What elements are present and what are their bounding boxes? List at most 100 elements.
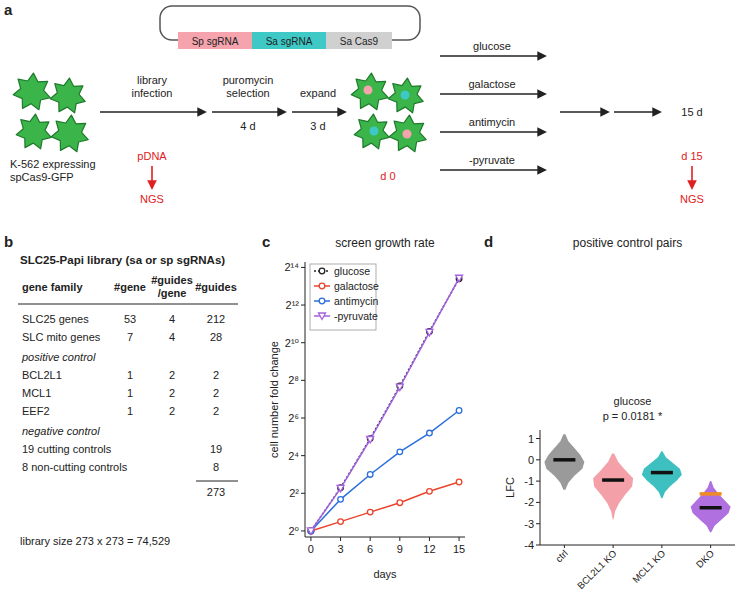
x-tick: [340, 537, 341, 541]
legend-label: antimycin: [334, 295, 379, 307]
arrow: [292, 111, 345, 113]
y-axis: [540, 430, 541, 545]
cell: [51, 115, 88, 152]
label: SLC25-Papi library (sa or sp sgRNAs): [20, 254, 225, 266]
label: 19 cutting controls: [22, 443, 112, 455]
tick-label: -1: [524, 475, 534, 487]
marker: [338, 497, 344, 503]
label: 15 d: [681, 106, 702, 118]
tick-label: -3: [524, 518, 534, 530]
label: NGS: [140, 193, 164, 205]
cell: [354, 114, 389, 149]
arrow: [614, 111, 660, 113]
marker: [337, 485, 344, 492]
tick-label: BCL2L1 KO: [575, 548, 619, 592]
label: infection: [132, 87, 173, 99]
label: 212: [207, 313, 225, 325]
tick-label: ctrl: [553, 548, 570, 565]
tick-label: 15: [453, 543, 465, 555]
label: #guides: [151, 274, 193, 286]
label: 53: [124, 313, 136, 325]
label: pDNA: [137, 150, 167, 162]
label: library size 273 x 273 = 74,529: [20, 535, 170, 547]
label: Sp sgRNA: [192, 36, 239, 47]
label: -pyruvate: [469, 154, 515, 166]
arrow: [440, 131, 545, 133]
cell: [13, 73, 50, 110]
label: galactose: [468, 78, 515, 90]
y-tick: [301, 342, 305, 343]
tick-label: 2¹²: [286, 299, 300, 311]
label: EEF2: [22, 405, 50, 417]
y-tick: [536, 481, 540, 482]
x-axis: [305, 537, 465, 538]
x-tick: [370, 537, 371, 541]
x-tick: [310, 537, 311, 541]
arrow: [440, 55, 545, 57]
marker: [308, 528, 314, 534]
legend-label: -pyruvate: [334, 310, 378, 322]
label: d 15: [681, 150, 702, 162]
violin: [593, 453, 633, 519]
arrow: [691, 166, 693, 188]
label: 19: [210, 443, 222, 455]
figure: abcdSp sgRNASa sgRNASa Cas9K-562 express…: [0, 0, 746, 596]
arrow: [151, 166, 153, 188]
cell: [16, 114, 51, 149]
panel-label: b: [4, 233, 13, 250]
label: 273: [207, 486, 225, 498]
label: 4: [169, 313, 175, 325]
marker: [427, 430, 433, 436]
tick-label: 2¹⁴: [284, 261, 299, 273]
label: #guides: [195, 281, 237, 293]
series-line: [311, 410, 459, 530]
tick-label: 2¹⁰: [285, 337, 300, 349]
label: 2: [169, 405, 175, 417]
y-axis: [305, 262, 306, 537]
arrow: [440, 169, 545, 171]
violin: [691, 481, 731, 532]
label: 8: [213, 461, 219, 473]
y-tick: [301, 455, 305, 456]
marker: [367, 436, 374, 443]
tick-label: -4: [524, 539, 534, 551]
label: antimycin: [469, 116, 515, 128]
marker: [426, 329, 433, 336]
y-tick: [536, 545, 540, 546]
tick-label: 12: [423, 543, 435, 555]
legend-label: galactose: [334, 280, 379, 292]
marker: [308, 528, 314, 534]
legend-marker: [319, 283, 325, 289]
tick-label: -2: [524, 496, 534, 508]
tick-label: 9: [397, 543, 403, 555]
label: 28: [210, 331, 222, 343]
y-tick: [536, 459, 540, 460]
label: SLC mito genes: [22, 331, 101, 343]
cell: [389, 115, 426, 152]
label: Sa Cas9: [340, 36, 379, 47]
x-tick: [564, 545, 565, 548]
tick-label: 0: [528, 454, 534, 466]
tick-label: 1: [528, 433, 534, 445]
label: K-562 expressing: [10, 158, 96, 170]
cell: [351, 73, 388, 110]
x-tick: [429, 537, 430, 541]
cell: [50, 78, 85, 113]
label: 2: [213, 369, 219, 381]
label: 8 non-cutting controls: [22, 461, 128, 473]
marker: [367, 472, 373, 478]
marker: [456, 275, 463, 282]
y-tick: [536, 438, 540, 439]
subtitle: glucose: [614, 395, 652, 407]
marker: [456, 479, 462, 485]
median-bar: [651, 471, 673, 475]
tick-label: DKO: [694, 548, 716, 570]
violin: [642, 451, 682, 498]
tick-label: 2²: [289, 487, 299, 499]
y-tick: [301, 305, 305, 306]
label: negative control: [22, 425, 100, 437]
marker: [397, 449, 403, 455]
series-line: [311, 279, 459, 531]
median-bar: [602, 478, 624, 482]
arrow: [100, 111, 205, 113]
